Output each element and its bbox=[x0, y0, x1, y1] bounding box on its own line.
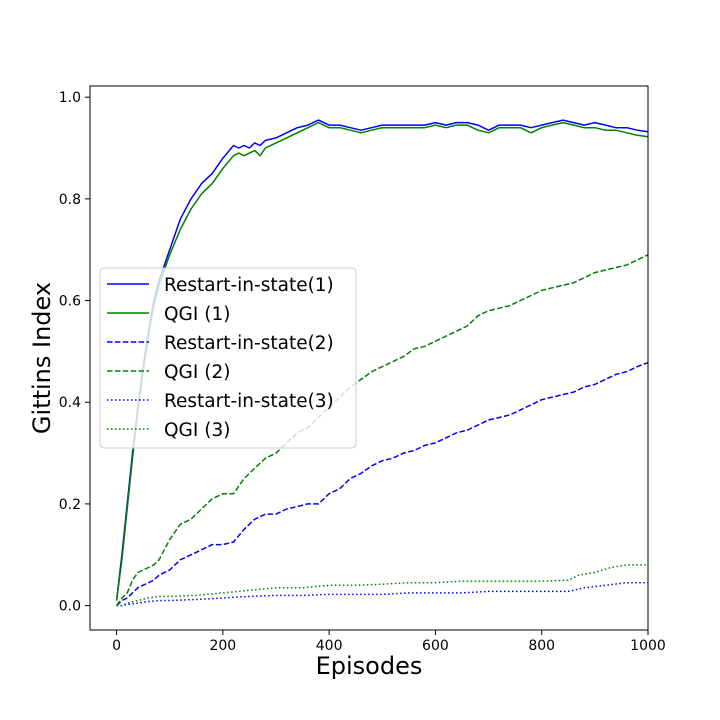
series-line-6 bbox=[116, 564, 648, 607]
plot-frame bbox=[89, 85, 649, 631]
plot-lines bbox=[115, 119, 649, 607]
x-tick-label: 0 bbox=[112, 638, 121, 654]
y-tick-label: 0.2 bbox=[59, 497, 81, 513]
y-axis-title: Gittins Index bbox=[28, 282, 56, 434]
series-line-2 bbox=[115, 121, 649, 601]
x-tick-label: 1000 bbox=[630, 638, 666, 654]
y-tick-label: 0.6 bbox=[59, 294, 81, 310]
legend-label: Restart-in-state(3) bbox=[164, 391, 334, 412]
y-tick-label: 0.8 bbox=[59, 192, 81, 208]
legend-label: QGI (1) bbox=[164, 304, 230, 325]
y-tick-label: 0.4 bbox=[59, 395, 81, 411]
series-line-4 bbox=[115, 254, 649, 607]
y-axis: 0.0 0.2 0.4 0.6 0.8 1.0 bbox=[59, 90, 90, 615]
legend-label: Restart-in-state(2) bbox=[164, 333, 334, 354]
x-tick-label: 800 bbox=[528, 638, 555, 654]
series-line-3 bbox=[116, 361, 649, 607]
x-tick-label: 600 bbox=[422, 638, 449, 654]
y-tick-label: 0.0 bbox=[59, 599, 81, 615]
x-axis: 0 200 400 600 800 1000 bbox=[112, 630, 666, 654]
legend-label: Restart-in-state(1) bbox=[164, 275, 334, 296]
legend-label: QGI (2) bbox=[164, 362, 230, 383]
legend-box bbox=[99, 267, 357, 449]
series-line-1 bbox=[115, 119, 649, 601]
x-tick-label: 200 bbox=[209, 638, 236, 654]
legend-label: QGI (3) bbox=[164, 420, 230, 441]
x-tick-label: 400 bbox=[316, 638, 343, 654]
legend: Restart-in-state(1) QGI (1) Restart-in-sta… bbox=[99, 267, 357, 449]
y-tick-label: 1.0 bbox=[59, 90, 81, 106]
x-axis-title: Episodes bbox=[316, 652, 423, 680]
